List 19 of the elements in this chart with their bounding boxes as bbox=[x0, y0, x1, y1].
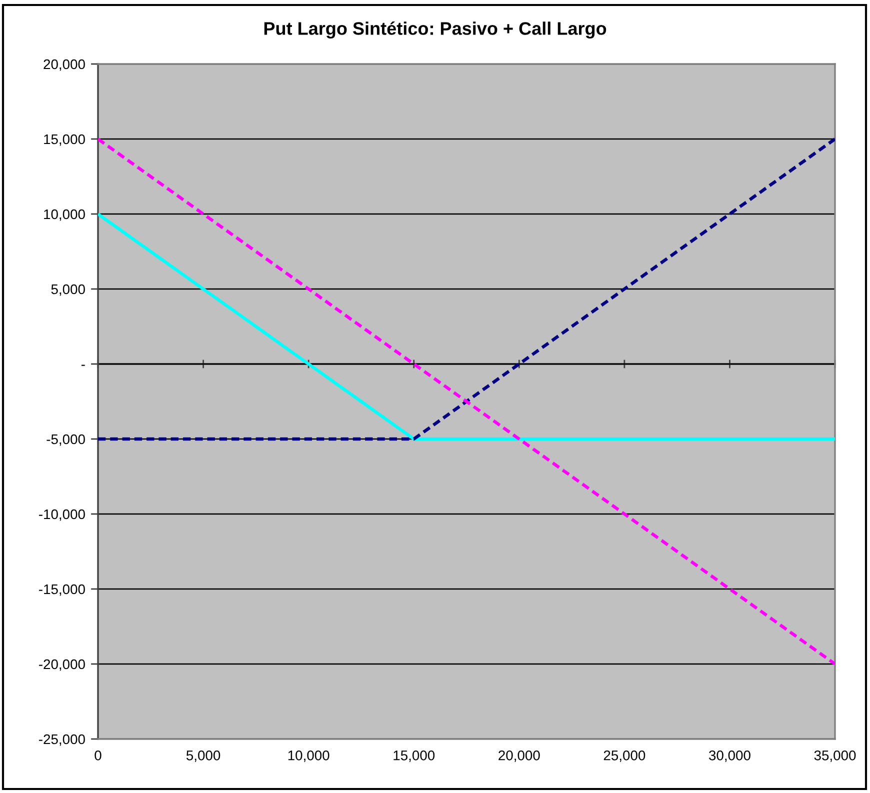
x-tick-label: 5,000 bbox=[186, 750, 220, 762]
y-tick-label: - bbox=[81, 364, 85, 366]
y-tick-label: -10,000 bbox=[39, 509, 85, 521]
y-tick-label: -15,000 bbox=[39, 584, 85, 596]
y-tick-label: 5,000 bbox=[51, 284, 85, 296]
y-tick-label: -20,000 bbox=[39, 659, 85, 671]
x-tick-label: 20,000 bbox=[498, 750, 540, 762]
y-tick-label: 20,000 bbox=[44, 59, 85, 71]
x-tick-label: 15,000 bbox=[394, 750, 435, 762]
y-tick-label: -5,000 bbox=[46, 434, 85, 446]
y-tick-label: -25,000 bbox=[39, 734, 85, 746]
x-tick-label: 0 bbox=[94, 750, 102, 760]
x-tick-label: 30,000 bbox=[709, 750, 750, 762]
chart-title: Put Largo Sintético: Pasivo + Call Largo bbox=[264, 21, 606, 39]
y-tick-label: 15,000 bbox=[44, 134, 85, 146]
x-tick-label: 25,000 bbox=[604, 750, 646, 762]
x-tick-label: 35,000 bbox=[814, 750, 856, 762]
y-tick-label: 10,000 bbox=[44, 209, 85, 221]
x-tick-label: 10,000 bbox=[288, 750, 330, 762]
